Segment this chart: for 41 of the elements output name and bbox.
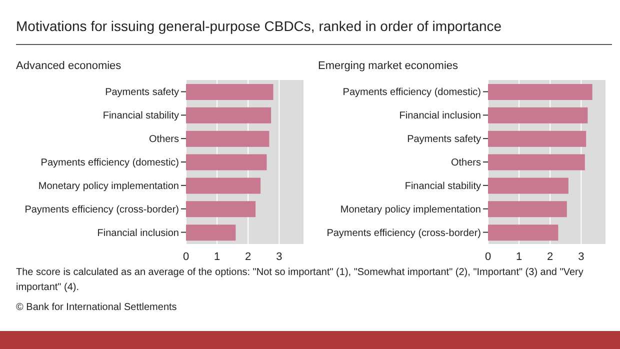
bar (488, 107, 588, 124)
bar (186, 201, 256, 218)
y-tick-label: Others (450, 158, 481, 168)
bar (186, 130, 270, 147)
y-tick-label: Payments efficiency (cross-border) (24, 204, 179, 216)
x-tick-label: 1 (214, 250, 220, 263)
y-tick-label: Payments efficiency (cross-border) (326, 228, 481, 239)
text: Emerging market economies (318, 60, 460, 74)
y-tick-label: Financial inclusion (97, 228, 179, 239)
x-tick-label: 0 (182, 250, 190, 263)
bar (488, 178, 568, 194)
y-tick-label: Financial inclusion (399, 110, 481, 122)
y-tick-label: Others (148, 134, 179, 146)
bar (186, 224, 236, 241)
y-tick-label: Monetary policy implementation (340, 204, 481, 216)
chart-title: Motivations for issuing general-purpose CBDCs, ranked in order of importance (16, 18, 502, 34)
x-tick-label: 3 (276, 250, 282, 263)
bar (488, 201, 567, 218)
y-tick-label: Monetary policy implementation (38, 180, 179, 192)
y-tick-label: Financial stability (102, 110, 179, 122)
text: The score is calculated as an average of the options: "Not so important" (1), "Somewhat important" (2), "Important" (3) and "Very important" (4). (16, 266, 584, 295)
x-tick-label: 3 (578, 250, 584, 263)
bar (186, 107, 272, 124)
y-tick-label: Financial stability (404, 180, 481, 192)
y-tick-label: Payments efficiency (domestic) (40, 158, 179, 168)
x-tick-label: 1 (516, 250, 522, 263)
bar (186, 84, 274, 100)
bar (186, 154, 267, 170)
text: Advanced economies (16, 60, 122, 74)
bar (488, 84, 592, 100)
bar (488, 224, 558, 241)
bar (488, 130, 586, 147)
bar (186, 178, 261, 194)
x-tick-label: 2 (547, 250, 554, 263)
y-tick-label: Payments safety (407, 134, 481, 146)
x-tick-label: 0 (484, 250, 492, 263)
y-tick-label: Payments efficiency (domestic) (342, 87, 481, 98)
x-tick-label: 2 (245, 250, 252, 263)
text: © Bank for International Settlements (16, 301, 178, 315)
y-tick-label: Payments safety (105, 87, 179, 98)
bar (488, 154, 585, 170)
